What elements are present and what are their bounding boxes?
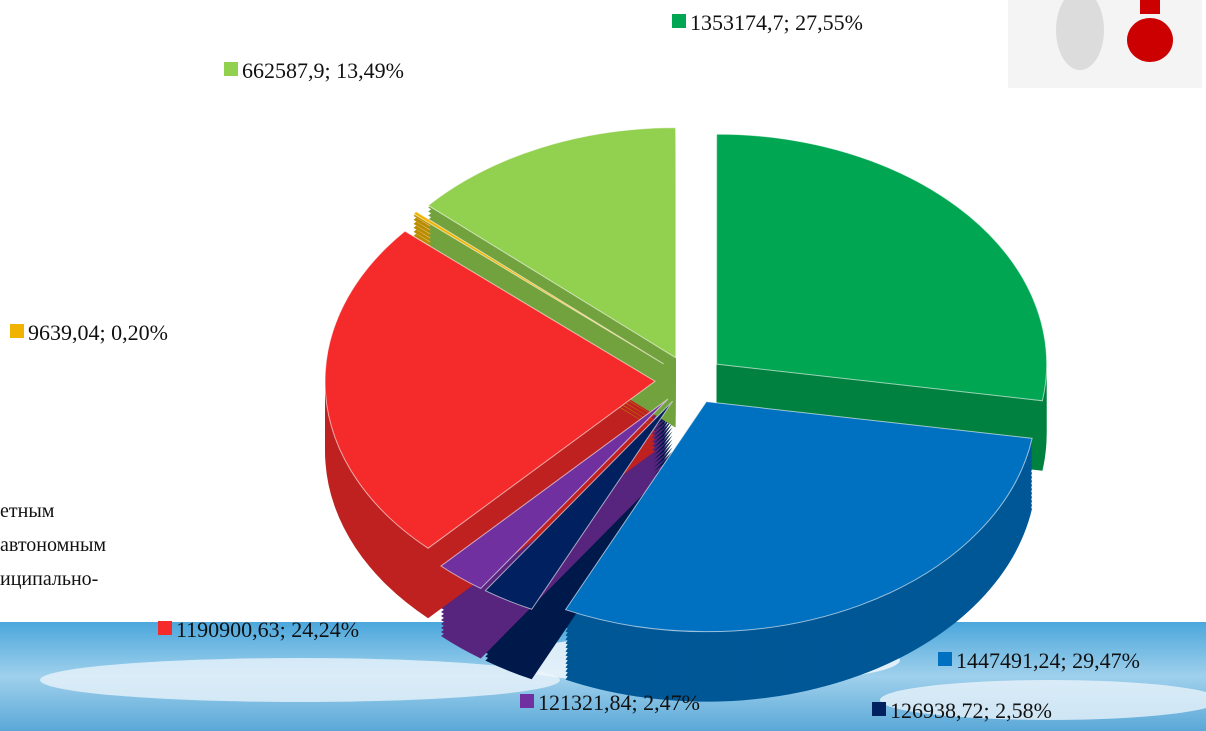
legend-key — [938, 652, 952, 666]
legend-key — [872, 702, 886, 716]
side-text: автономным — [0, 534, 106, 556]
data-label: 9639,04; 0,20% — [28, 320, 168, 345]
slice — [564, 401, 1033, 633]
slice — [440, 398, 669, 590]
legend-key — [224, 62, 238, 76]
slice — [324, 230, 656, 549]
slice — [427, 127, 677, 359]
data-label: 662587,9; 13,49% — [242, 58, 404, 83]
slice — [484, 400, 673, 610]
side-text: иципально- — [0, 568, 98, 590]
data-label: 121321,84; 2,47% — [538, 690, 700, 715]
legend-key — [10, 324, 24, 338]
side-text: етным — [0, 500, 55, 522]
data-label: 1190900,63; 24,24% — [176, 617, 359, 642]
cloud — [40, 658, 560, 702]
figure-image — [1008, 0, 1202, 88]
legend-key — [672, 14, 686, 28]
data-label: 126938,72; 2,58% — [890, 698, 1052, 723]
slice — [716, 133, 1048, 402]
data-label: 1447491,24; 29,47% — [956, 648, 1140, 673]
legend-key — [158, 621, 172, 635]
cloud — [880, 680, 1206, 720]
slice — [412, 211, 664, 365]
data-label: 1353174,7; 27,55% — [690, 10, 863, 35]
legend-key — [520, 694, 534, 708]
